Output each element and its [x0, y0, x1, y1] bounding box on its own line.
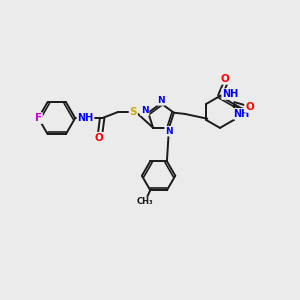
- Text: N: N: [157, 96, 165, 105]
- Text: NH: NH: [233, 109, 250, 119]
- Text: NH: NH: [77, 113, 94, 123]
- Text: N: N: [165, 127, 173, 136]
- Text: O: O: [94, 133, 103, 143]
- Text: N: N: [141, 106, 148, 115]
- Text: CH₃: CH₃: [136, 197, 153, 206]
- Text: NH: NH: [222, 89, 238, 99]
- Text: F: F: [35, 113, 42, 123]
- Text: O: O: [245, 102, 254, 112]
- Text: O: O: [221, 74, 230, 84]
- Text: S: S: [130, 107, 137, 117]
